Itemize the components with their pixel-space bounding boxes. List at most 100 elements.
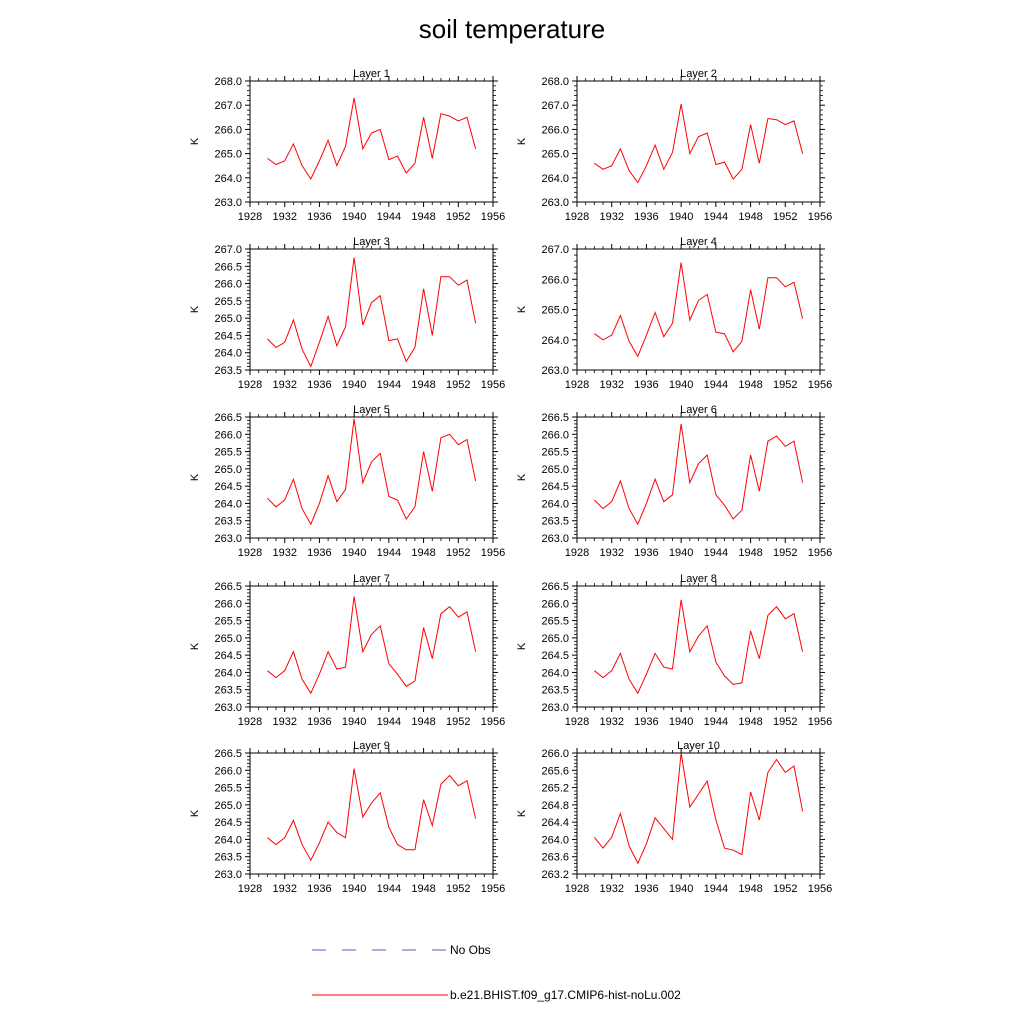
y-tick-label: 264.0 (541, 173, 569, 185)
y-axis-label: K (516, 642, 528, 650)
legend-line-model (312, 994, 448, 996)
y-tick-label: 263.5 (541, 685, 569, 697)
series-line-model (267, 768, 477, 862)
x-tick-label: 1936 (307, 883, 331, 895)
y-tick-label: 266.0 (214, 429, 242, 441)
panel-layer-7: Layer 7 K 1928 1932 1936 1940 1944 1948 1952 1956… (189, 573, 505, 728)
x-tick-label: 1944 (704, 211, 728, 223)
x-tick-label: 1936 (307, 211, 331, 223)
y-tick-label: 267.0 (214, 100, 242, 112)
series-line-model (594, 752, 804, 865)
y-axis-label: K (516, 137, 528, 145)
x-tick-label: 1928 (565, 716, 589, 728)
y-tick-label: 266.5 (214, 581, 242, 593)
x-tick-label: 1944 (377, 883, 401, 895)
plot-frame (576, 80, 821, 203)
x-tick-label: 1952 (773, 883, 797, 895)
x-tick-label: 1952 (446, 883, 470, 895)
legend-line-no-obs (312, 949, 448, 951)
x-tick-label: 1952 (773, 716, 797, 728)
y-tick-label: 264.4 (541, 817, 569, 829)
x-tick-label: 1936 (307, 716, 331, 728)
x-tick-label: 1948 (411, 547, 435, 559)
y-tick-label: 266.5 (214, 412, 242, 424)
x-tick-label: 1944 (377, 211, 401, 223)
panel-layer-8: Layer 8 K 1928 1932 1936 1940 1944 1948 1952 1956… (516, 573, 832, 728)
x-tick-label: 1932 (599, 547, 623, 559)
series-line-model (594, 262, 804, 358)
y-tick-label: 264.5 (214, 481, 242, 493)
plot-frame (249, 585, 494, 708)
x-tick-label: 1944 (704, 379, 728, 391)
panel-layer-2: Layer 2 K 1928 1932 1936 1940 1944 1948 1952 1956… (516, 68, 832, 223)
series-line-model (267, 97, 477, 181)
panel-title: Layer 10 (677, 740, 720, 752)
panel-layer-10: Layer 10 K 1928 1932 1936 1940 1944 1948 1952 195… (516, 740, 832, 895)
x-tick-label: 1944 (377, 716, 401, 728)
panel-title: Layer 4 (680, 236, 717, 248)
x-tick-label: 1952 (446, 547, 470, 559)
x-tick-label: 1928 (238, 211, 262, 223)
x-tick-label: 1948 (411, 379, 435, 391)
y-tick-label: 266.0 (541, 274, 569, 286)
y-axis-label: K (189, 642, 201, 650)
x-tick-label: 1940 (669, 547, 693, 559)
y-tick-label: 264.0 (214, 667, 242, 679)
y-tick-label: 268.0 (541, 76, 569, 88)
y-tick-label: 265.0 (541, 633, 569, 645)
x-tick-label: 1936 (634, 716, 658, 728)
panel-layer-9: Layer 9 K 1928 1932 1936 1940 1944 1948 1952 1956… (189, 740, 505, 895)
panel-title: Layer 8 (680, 573, 717, 585)
y-tick-label: 265.0 (214, 633, 242, 645)
y-tick-label: 264.0 (541, 667, 569, 679)
y-axis-label: K (189, 305, 201, 313)
y-tick-label: 266.0 (541, 429, 569, 441)
y-tick-label: 265.5 (214, 783, 242, 795)
series-line-model (267, 257, 477, 368)
x-tick-label: 1952 (773, 547, 797, 559)
x-tick-label: 1940 (669, 211, 693, 223)
y-tick-label: 263.5 (214, 685, 242, 697)
y-tick-label: 263.0 (541, 197, 569, 209)
y-tick-label: 263.6 (541, 852, 569, 864)
series-line-model (594, 599, 804, 695)
y-tick-label: 264.5 (541, 650, 569, 662)
x-tick-label: 1944 (704, 716, 728, 728)
x-tick-label: 1956 (481, 883, 505, 895)
y-tick-label: 264.5 (214, 330, 242, 342)
x-tick-label: 1936 (634, 211, 658, 223)
x-tick-label: 1956 (481, 716, 505, 728)
x-tick-label: 1928 (238, 547, 262, 559)
plot-frame (576, 585, 821, 708)
y-tick-label: 264.5 (541, 481, 569, 493)
y-tick-label: 266.5 (214, 748, 242, 760)
panel-layer-4: Layer 4 K 1928 1932 1936 1940 1944 1948 1952 1956… (516, 236, 832, 391)
chart-title: soil temperature (418, 14, 606, 44)
y-tick-label: 263.5 (541, 516, 569, 528)
x-tick-label: 1932 (272, 379, 296, 391)
x-tick-label: 1948 (411, 211, 435, 223)
x-tick-label: 1928 (565, 883, 589, 895)
y-tick-label: 263.0 (541, 533, 569, 545)
plot-frame (249, 80, 494, 203)
y-tick-label: 265.0 (541, 149, 569, 161)
y-tick-label: 263.0 (541, 365, 569, 377)
y-tick-label: 266.0 (214, 124, 242, 136)
y-tick-label: 265.0 (214, 313, 242, 325)
series-line-model (594, 423, 804, 526)
x-tick-label: 1932 (272, 211, 296, 223)
y-tick-label: 265.0 (541, 464, 569, 476)
series-line-model (267, 418, 477, 526)
x-tick-label: 1952 (773, 211, 797, 223)
y-tick-label: 264.5 (214, 817, 242, 829)
y-tick-label: 263.0 (214, 869, 242, 881)
x-tick-label: 1948 (411, 883, 435, 895)
y-tick-label: 266.5 (214, 261, 242, 273)
x-tick-label: 1952 (446, 379, 470, 391)
y-tick-label: 268.0 (214, 76, 242, 88)
x-tick-label: 1956 (481, 547, 505, 559)
y-tick-label: 266.5 (541, 412, 569, 424)
y-tick-label: 265.5 (214, 447, 242, 459)
y-tick-label: 266.0 (214, 598, 242, 610)
